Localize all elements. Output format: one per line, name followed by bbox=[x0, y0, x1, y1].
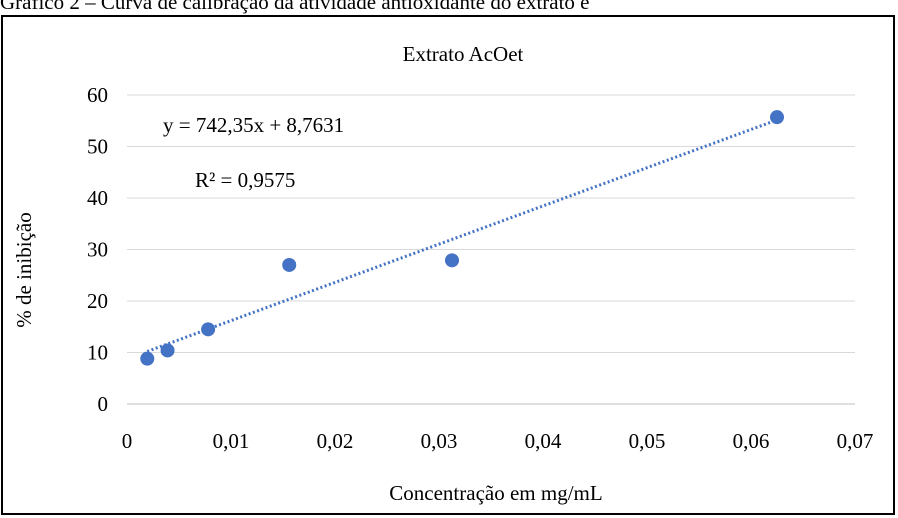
figure-caption: Gráfico 2 – Curva de calibração da ativi… bbox=[0, 0, 590, 14]
data-point bbox=[201, 322, 216, 337]
y-tick-label: 40 bbox=[87, 186, 108, 210]
data-point bbox=[445, 253, 459, 268]
y-tick-labels: 0 10 20 30 40 50 60 bbox=[87, 83, 108, 416]
y-axis-label: % de inibição bbox=[12, 212, 36, 327]
x-tick-label: 0,05 bbox=[629, 429, 666, 453]
trendline-equation: y = 742,35x + 8,7631 bbox=[163, 113, 344, 137]
data-point bbox=[140, 351, 155, 366]
data-point bbox=[160, 343, 175, 358]
y-tick-label: 0 bbox=[98, 392, 109, 416]
x-tick-label: 0,07 bbox=[837, 429, 874, 453]
x-tick-label: 0,01 bbox=[213, 429, 250, 453]
chart-title: Extrato AcOet bbox=[403, 42, 524, 66]
trendline-layer bbox=[146, 118, 778, 353]
x-tick-label: 0,04 bbox=[525, 429, 562, 453]
trendline bbox=[146, 118, 778, 353]
chart-svg: Extrato AcOet 0 10 20 30 40 50 60 0 0,01 0,02 0,0… bbox=[12, 42, 874, 505]
y-tick-label: 60 bbox=[87, 83, 108, 107]
x-tick-label: 0,06 bbox=[733, 429, 770, 453]
y-tick-label: 10 bbox=[87, 341, 108, 365]
data-point bbox=[770, 110, 784, 125]
gridlines bbox=[127, 94, 855, 405]
x-tick-label: 0 bbox=[122, 429, 133, 453]
chart-frame: Extrato AcOet 0 10 20 30 40 50 60 0 0,01 0,02 0,0… bbox=[1, 15, 895, 515]
data-point bbox=[282, 257, 297, 272]
x-tick-label: 0,02 bbox=[317, 429, 354, 453]
r-squared-label: R² = 0,9575 bbox=[195, 168, 295, 192]
y-tick-label: 30 bbox=[87, 238, 108, 262]
x-axis-label: Concentração em mg/mL bbox=[389, 481, 602, 505]
y-tick-label: 20 bbox=[87, 289, 108, 313]
y-tick-label: 50 bbox=[87, 135, 108, 159]
x-tick-label: 0,03 bbox=[421, 429, 458, 453]
data-points bbox=[140, 110, 784, 366]
x-tick-labels: 0 0,01 0,02 0,03 0,04 0,05 0,06 0,07 bbox=[122, 429, 874, 453]
